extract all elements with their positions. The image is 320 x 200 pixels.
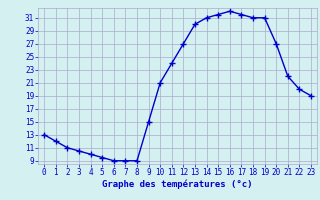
X-axis label: Graphe des températures (°c): Graphe des températures (°c) xyxy=(102,180,253,189)
